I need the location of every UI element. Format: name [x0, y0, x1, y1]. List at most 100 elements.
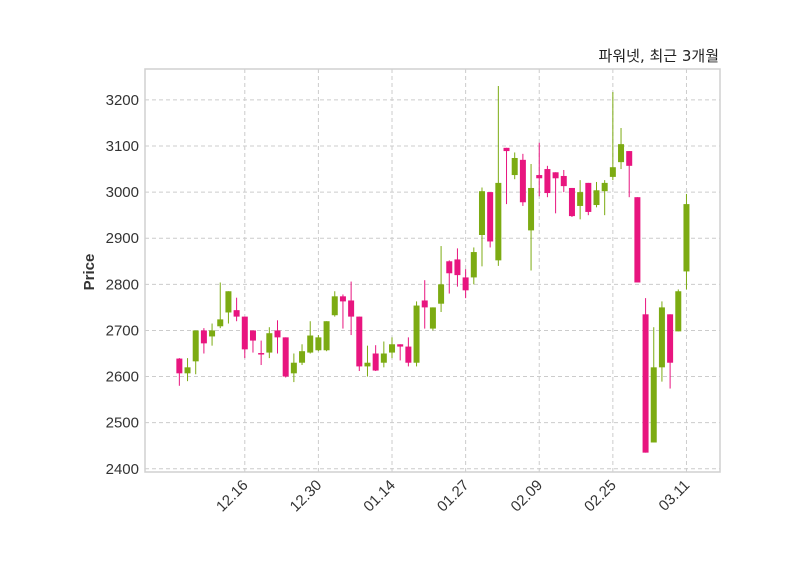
y-tick-label: 2400 — [106, 461, 139, 478]
candle — [487, 192, 494, 248]
y-tick-label: 3000 — [106, 184, 139, 201]
x-tick-label: 02.09 — [507, 477, 546, 516]
candle-body — [650, 367, 657, 443]
y-tick-label: 3100 — [106, 138, 139, 155]
candle-body — [634, 197, 641, 283]
candle — [413, 301, 420, 367]
candle — [618, 128, 625, 170]
candle — [519, 153, 526, 206]
candle-body — [184, 367, 191, 374]
candle — [331, 291, 338, 317]
y-tick-label: 2600 — [106, 369, 139, 386]
candle-body — [642, 314, 649, 453]
candle — [454, 248, 461, 287]
candle — [258, 340, 265, 366]
x-tick-label: 01.27 — [434, 477, 473, 516]
chart-title: 파워넷, 최근 3개월 — [599, 47, 719, 65]
candle — [495, 86, 502, 266]
x-tick-label: 03.11 — [656, 477, 694, 515]
candle — [364, 345, 371, 377]
candle-body — [217, 319, 224, 327]
candle — [560, 169, 567, 193]
candle-body — [364, 362, 371, 367]
candle-body — [658, 307, 665, 368]
candle-body — [405, 346, 412, 363]
candle — [601, 180, 608, 216]
candle — [299, 344, 306, 366]
candle — [192, 330, 199, 375]
candle-body — [241, 316, 248, 350]
candle — [552, 172, 559, 214]
candle — [282, 337, 289, 378]
candle-body — [290, 362, 297, 374]
candle — [511, 152, 518, 180]
candle — [470, 247, 477, 285]
candle-body — [258, 353, 265, 355]
candle — [577, 180, 584, 220]
candle-body — [568, 187, 575, 217]
candle — [528, 163, 535, 271]
candle-body — [683, 204, 690, 272]
candle-body — [528, 187, 535, 231]
candle-body — [380, 353, 387, 363]
candle-body — [454, 259, 461, 276]
candle — [478, 187, 485, 267]
candle-body — [675, 291, 682, 332]
y-tick-label: 2900 — [106, 230, 139, 247]
candle — [585, 182, 592, 216]
candle — [339, 294, 346, 329]
candle-body — [544, 169, 551, 194]
candle — [634, 197, 641, 283]
candle-body — [593, 190, 600, 206]
candle-body — [323, 321, 330, 351]
candle — [315, 335, 322, 352]
candle-body — [192, 330, 199, 362]
candle-body — [609, 167, 616, 177]
candle-body — [389, 344, 396, 353]
candle — [626, 151, 633, 198]
candle — [209, 323, 216, 346]
candle-body — [176, 358, 183, 374]
candle — [184, 358, 191, 382]
candle-body — [339, 296, 346, 302]
candle-body — [601, 182, 608, 192]
candle — [544, 165, 551, 198]
candle — [348, 281, 355, 336]
candle-body — [274, 330, 281, 338]
candle — [372, 345, 379, 372]
x-tick-label: 02.25 — [581, 477, 620, 516]
candle-body — [356, 316, 363, 367]
candle-body — [209, 330, 216, 337]
candle-body — [307, 335, 314, 353]
x-tick-label: 12.30 — [287, 477, 326, 516]
candle — [658, 301, 665, 382]
candle — [249, 330, 256, 353]
candle-body — [536, 175, 543, 179]
y-tick-label: 2500 — [106, 415, 139, 432]
y-axis-label: Price — [81, 254, 98, 291]
plot-frame — [144, 68, 721, 473]
candle — [217, 282, 224, 329]
candle-body — [503, 147, 510, 152]
candle-body — [315, 337, 322, 351]
candle — [462, 269, 469, 299]
candle-body — [560, 175, 567, 187]
candle — [233, 297, 240, 322]
candle-body — [618, 144, 625, 163]
candle — [290, 353, 297, 383]
candle-body — [421, 300, 428, 308]
candle — [397, 344, 404, 361]
plot-area — [145, 69, 720, 472]
candle-body — [470, 252, 477, 278]
candle — [438, 246, 445, 312]
candle — [356, 316, 363, 372]
candle — [650, 327, 657, 443]
candle — [274, 320, 281, 354]
candle-body — [200, 330, 207, 344]
candle — [642, 298, 649, 453]
candle — [241, 316, 248, 359]
candle — [675, 289, 682, 332]
candle-body — [495, 182, 502, 261]
